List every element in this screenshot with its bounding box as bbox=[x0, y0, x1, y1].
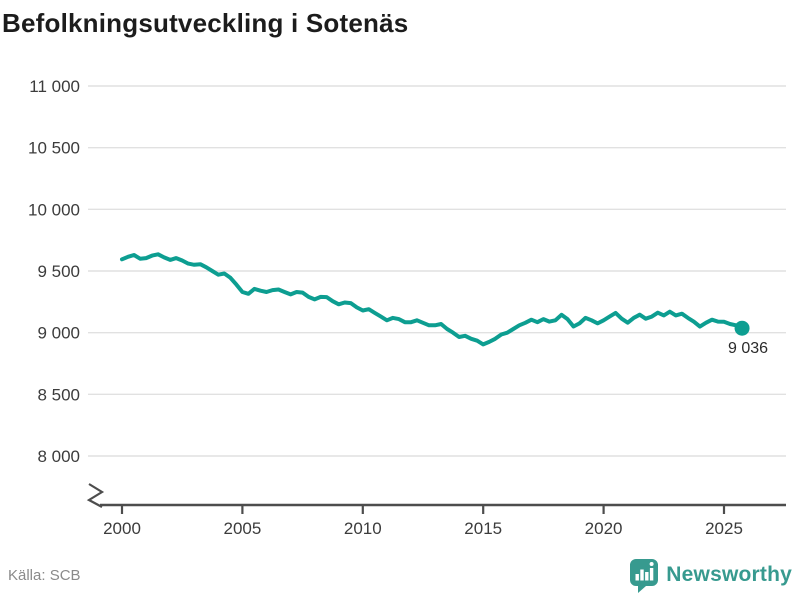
brand-wordmark: Newsworthy bbox=[666, 563, 792, 586]
speech-bubble-shape bbox=[630, 558, 659, 593]
latest-value-dot bbox=[734, 320, 750, 336]
newsworthy-logo-icon bbox=[630, 558, 659, 593]
newsworthy-logo[interactable]: Newsworthy bbox=[629, 558, 792, 593]
x-axis-tick-label: 2020 bbox=[585, 519, 623, 538]
y-axis-tick-label: 8 500 bbox=[37, 385, 80, 404]
y-axis-tick-label: 9 000 bbox=[37, 324, 80, 343]
population-line-chart: 11 000 10 500 10 000 9 500 9 000 8 500 8 000 20… bbox=[28, 77, 786, 538]
x-axis-tick-label: 2015 bbox=[464, 519, 502, 538]
chart-footer: Källa: SCB Newsworthy bbox=[0, 556, 800, 600]
axis-break-icon bbox=[86, 483, 105, 508]
y-axis-tick-label: 10 000 bbox=[28, 200, 80, 219]
y-axis-tick-label: 8 000 bbox=[37, 447, 80, 466]
y-axis-tick-label: 9 500 bbox=[37, 262, 80, 281]
latest-value-label: 9 036 bbox=[728, 340, 768, 357]
y-axis-tick-label: 11 000 bbox=[29, 77, 80, 96]
x-axis-tick-label: 2005 bbox=[223, 519, 261, 538]
x-axis-tick-label: 2010 bbox=[344, 519, 382, 538]
x-axis-tick-label: 2025 bbox=[705, 519, 743, 538]
source-caption: Källa: SCB bbox=[8, 566, 81, 584]
y-axis-tick-label: 10 500 bbox=[28, 139, 80, 158]
chart-title: Befolkningsutveckling i Sotenäs bbox=[2, 8, 409, 38]
population-series-line bbox=[120, 252, 745, 347]
bar-chart-glyph bbox=[635, 561, 654, 580]
x-axis-tick-label: 2000 bbox=[103, 519, 141, 538]
